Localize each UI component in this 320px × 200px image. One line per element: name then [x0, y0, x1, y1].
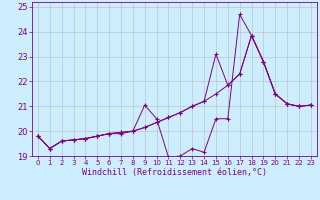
X-axis label: Windchill (Refroidissement éolien,°C): Windchill (Refroidissement éolien,°C)	[82, 168, 267, 177]
